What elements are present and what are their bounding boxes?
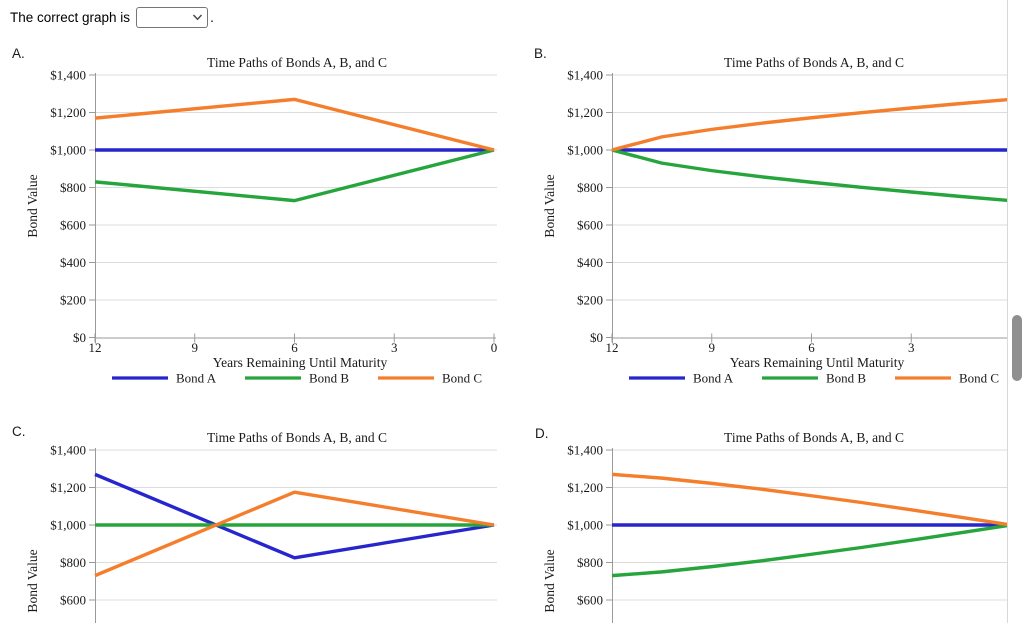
chart-option-label-a: A. (12, 46, 25, 61)
series-line-bond-b (94, 148, 495, 203)
series-line-bond-c (94, 490, 495, 578)
chart-option-label-c: C. (12, 424, 26, 439)
series-line-bond-c (611, 98, 1007, 152)
y-tick-label: $600 (60, 593, 86, 608)
chart-title: Time Paths of Bonds A, B, and C (207, 55, 387, 70)
y-tick-label: $1,400 (50, 68, 86, 83)
chart-c-svg: $1,400$1,200$1,000$800$600$400$200$01296… (25, 430, 497, 623)
chart-block-c: C. $1,400$1,200$1,000$800$600$400$200$01… (0, 420, 520, 623)
series-line-bond-b (611, 148, 1007, 202)
series-line-bond-b (611, 523, 1007, 578)
y-tick-label: $1,400 (50, 443, 86, 458)
y-tick-label: $0 (590, 330, 603, 345)
chart-a-svg: $1,400 $1,200 $1,000 $800 $600 $400 $200 $012 9 6… (25, 55, 498, 386)
y-tick-label: $1,200 (50, 105, 86, 120)
y-tick-label: $600 (577, 593, 603, 608)
x-tick-label: 9 (709, 340, 716, 355)
y-tick-label: $1,200 (567, 480, 603, 495)
y-tick-label: $400 (60, 255, 86, 270)
legend-label: Bond C (442, 371, 482, 386)
x-tick-label: 9 (192, 340, 199, 355)
y-tick-label: $0 (73, 330, 86, 345)
chart-block-a: A. $1,400 $1,200 $1,000 $800 $600 $400 $200 $0 1… (0, 45, 520, 395)
y-tick-label: $600 (60, 218, 86, 233)
y-tick-label: $400 (577, 255, 603, 270)
content-scroll-region: The correct graph is . A. $1,400 $1,200 $1… (0, 0, 1008, 623)
x-tick-label: 12 (89, 340, 102, 355)
chart-a-figure: $1,400 $1,200 $1,000 $800 $600 $400 $200 $0 12 9 6… (0, 45, 520, 395)
x-axis-label: Years Remaining Until Maturity (730, 355, 905, 370)
y-tick-label: $200 (60, 293, 86, 308)
question-row: The correct graph is . (10, 7, 214, 28)
legend-label: Bond A (176, 371, 217, 386)
y-tick-label: $200 (577, 293, 603, 308)
x-tick-label: 3 (391, 340, 398, 355)
chart-block-b: B. $1,400 $1,200 $1,000 $800 $600 $400 $200 $0 1… (517, 45, 1007, 395)
y-tick-label: $800 (60, 180, 86, 195)
y-axis-label: Bond Value (542, 174, 557, 237)
chart-c-figure: $1,400$1,200$1,000$800$600$400$200$01296… (0, 420, 520, 623)
y-tick-label: $800 (577, 555, 603, 570)
y-tick-label: $1,000 (50, 518, 86, 533)
y-axis-label: Bond Value (25, 549, 40, 612)
x-tick-label: 6 (291, 340, 298, 355)
chart-option-label-b: B. (534, 46, 547, 61)
chart-block-d: D. $1,400$1,200$1,000$800$600$400$200$01… (517, 420, 1007, 623)
x-tick-label: 6 (808, 340, 815, 355)
y-tick-label: $1,400 (567, 443, 603, 458)
y-tick-label: $800 (60, 555, 86, 570)
question-suffix: . (210, 10, 214, 25)
chart-d-figure: $1,400$1,200$1,000$800$600$400$200$01296… (517, 420, 1007, 623)
chart-title: Time Paths of Bonds A, B, and C (724, 55, 904, 70)
y-tick-label: $1,000 (50, 143, 86, 158)
series-line-bond-a (94, 472, 495, 560)
y-tick-label: $1,200 (567, 105, 603, 120)
x-axis-label: Years Remaining Until Maturity (213, 355, 388, 370)
chart-option-label-d: D. (535, 426, 549, 441)
chart-d-svg: $1,400$1,200$1,000$800$600$400$200$01296… (542, 430, 1007, 623)
y-tick-label: $1,200 (50, 480, 86, 495)
series-line-bond-c (94, 97, 495, 152)
legend-label: Bond B (309, 371, 349, 386)
chart-b-figure: $1,400 $1,200 $1,000 $800 $600 $400 $200 $0 12 9 6… (517, 45, 1007, 395)
y-tick-label: $600 (577, 218, 603, 233)
legend-label: Bond C (959, 371, 999, 386)
y-axis-label: Bond Value (25, 174, 40, 237)
x-tick-label: 3 (908, 340, 915, 355)
scrollbar-thumb[interactable] (1012, 315, 1022, 381)
legend-label: Bond A (693, 371, 734, 386)
y-tick-label: $1,400 (567, 68, 603, 83)
chart-title: Time Paths of Bonds A, B, and C (207, 430, 387, 445)
y-tick-label: $1,000 (567, 143, 603, 158)
y-tick-label: $800 (577, 180, 603, 195)
question-text: The correct graph is (10, 10, 131, 25)
chart-title: Time Paths of Bonds A, B, and C (724, 430, 904, 445)
graph-answer-select[interactable] (136, 7, 209, 28)
y-axis-label: Bond Value (542, 549, 557, 612)
y-tick-label: $1,000 (567, 518, 603, 533)
legend-label: Bond B (826, 371, 866, 386)
x-tick-label: 12 (606, 340, 619, 355)
chart-b-svg: $1,400 $1,200 $1,000 $800 $600 $400 $200 $012 9 6… (542, 55, 1007, 386)
series-line-bond-c (611, 472, 1007, 527)
chevron-down-icon (193, 14, 203, 21)
x-tick-label: 0 (491, 340, 498, 355)
